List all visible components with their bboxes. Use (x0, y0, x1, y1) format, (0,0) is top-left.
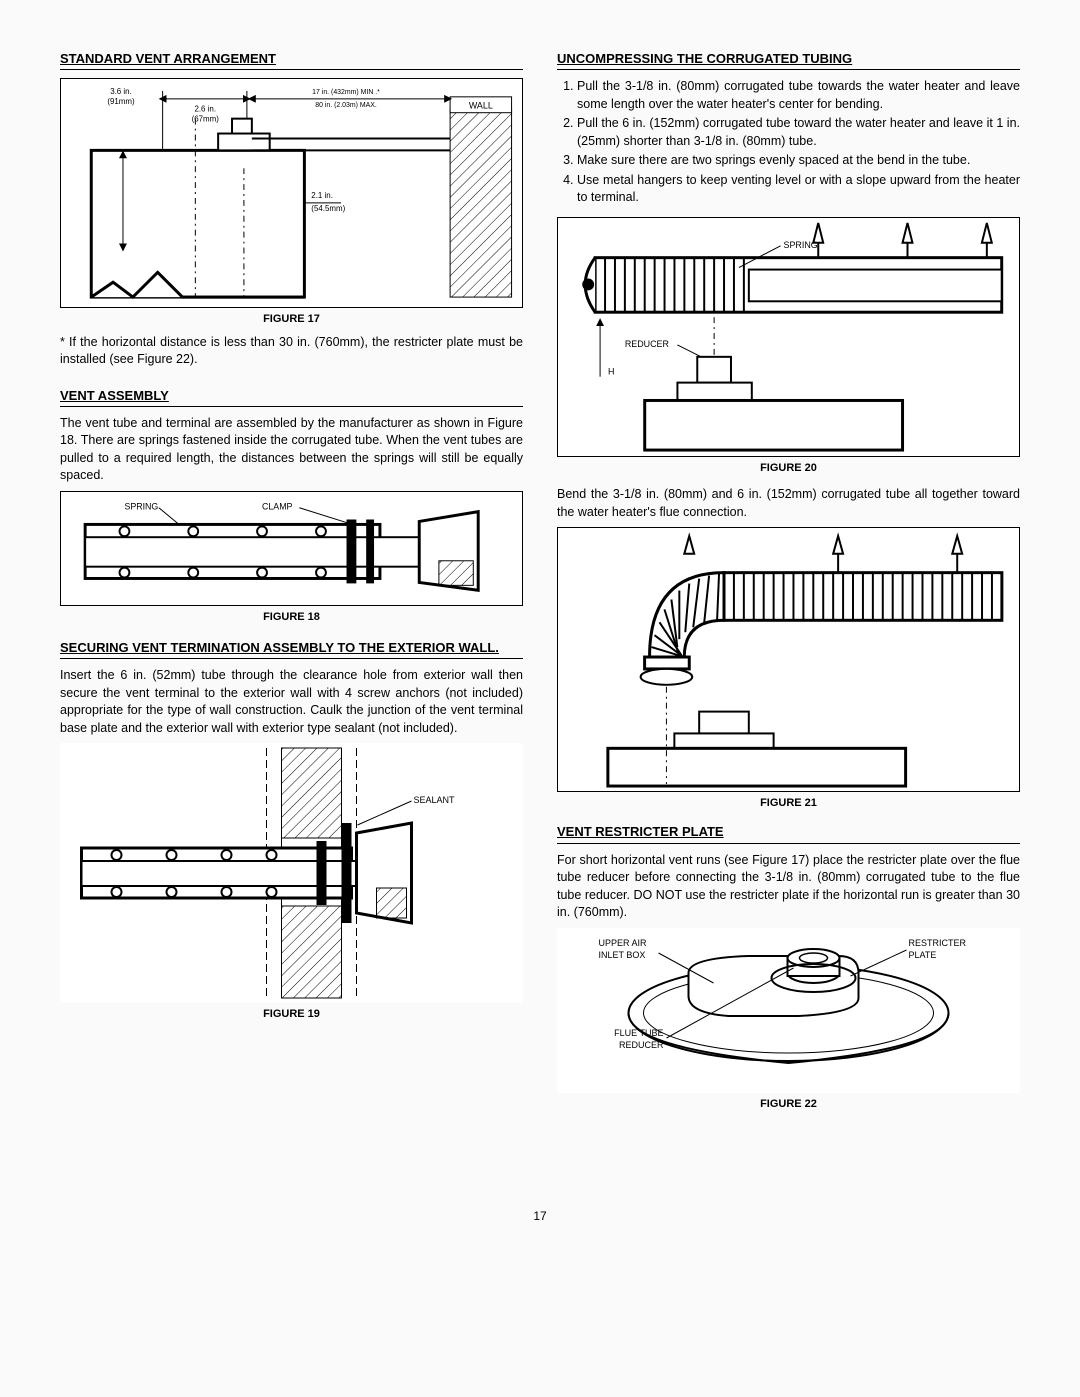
page-number: 17 (60, 1208, 1020, 1225)
note-fig17: * If the horizontal distance is less tha… (60, 334, 523, 369)
label-reducer: REDUCER (625, 339, 670, 349)
caption-fig17: FIGURE 17 (60, 312, 523, 327)
caption-fig22: FIGURE 22 (557, 1097, 1020, 1112)
label-wall: WALL (469, 101, 493, 111)
caption-fig19: FIGURE 19 (60, 1007, 523, 1022)
para-restricter: For short horizontal vent runs (see Figu… (557, 852, 1020, 922)
caption-fig21: FIGURE 21 (557, 796, 1020, 811)
heading-securing: SECURING VENT TERMINATION ASSEMBLY TO TH… (60, 639, 523, 659)
label-h: H (608, 366, 614, 376)
label-spring: SPRING (124, 501, 158, 511)
steps-list: Pull the 3-1/8 in. (80mm) corrugated tub… (557, 78, 1020, 207)
label-clamp: CLAMP (262, 501, 293, 511)
dim-17: 17 in. (432mm) MIN .* (312, 89, 380, 96)
dim-2-1: 2.1 in. (311, 191, 333, 200)
right-column: UNCOMPRESSING THE CORRUGATED TUBING Pull… (557, 50, 1020, 1118)
dim-80: 80 in. (2.03m) MAX. (315, 102, 377, 109)
label-plate: PLATE (909, 950, 937, 960)
label-inlet-box: INLET BOX (599, 950, 646, 960)
figure-18: SPRING CLAMP (60, 491, 523, 606)
dim-54: (54.5mm) (311, 204, 345, 213)
figure-20: SPRING H REDUCER (557, 217, 1020, 457)
step-3: Make sure there are two springs evenly s… (577, 152, 1020, 170)
para-bend: Bend the 3-1/8 in. (80mm) and 6 in. (152… (557, 486, 1020, 521)
step-1: Pull the 3-1/8 in. (80mm) corrugated tub… (577, 78, 1020, 113)
caption-fig18: FIGURE 18 (60, 610, 523, 625)
para-vent-assembly: The vent tube and terminal are assembled… (60, 415, 523, 485)
label-sealant: SEALANT (414, 795, 456, 805)
heading-uncompressing: UNCOMPRESSING THE CORRUGATED TUBING (557, 50, 1020, 70)
figure-21 (557, 527, 1020, 792)
label-restricter: RESTRICTER (909, 938, 967, 948)
label-flue-tube: FLUE TUBE (614, 1028, 663, 1038)
label-spring-20: SPRING (784, 239, 818, 249)
heading-vent-assembly: VENT ASSEMBLY (60, 387, 523, 407)
dim-91: (91mm) (107, 97, 135, 106)
page-body: STANDARD VENT ARRANGEMENT WALL 3.6 in. (… (60, 50, 1020, 1118)
figure-19: SEALANT (60, 743, 523, 1003)
heading-restricter: VENT RESTRICTER PLATE (557, 823, 1020, 843)
left-column: STANDARD VENT ARRANGEMENT WALL 3.6 in. (… (60, 50, 523, 1118)
step-2: Pull the 6 in. (152mm) corrugated tube t… (577, 115, 1020, 150)
step-4: Use metal hangers to keep venting level … (577, 172, 1020, 207)
heading-standard-vent: STANDARD VENT ARRANGEMENT (60, 50, 523, 70)
label-upper-air: UPPER AIR (599, 938, 648, 948)
caption-fig20: FIGURE 20 (557, 461, 1020, 476)
dim-3-6: 3.6 in. (110, 87, 132, 96)
figure-17: WALL 3.6 in. (91mm) 2.6 in. (67mm) 17 in… (60, 78, 523, 308)
label-reducer-22: REDUCER (619, 1040, 664, 1050)
dim-2-6: 2.6 in. (194, 105, 216, 114)
figure-22: UPPER AIR INLET BOX RESTRICTER PLATE FLU… (557, 928, 1020, 1093)
para-securing: Insert the 6 in. (52mm) tube through the… (60, 667, 523, 737)
